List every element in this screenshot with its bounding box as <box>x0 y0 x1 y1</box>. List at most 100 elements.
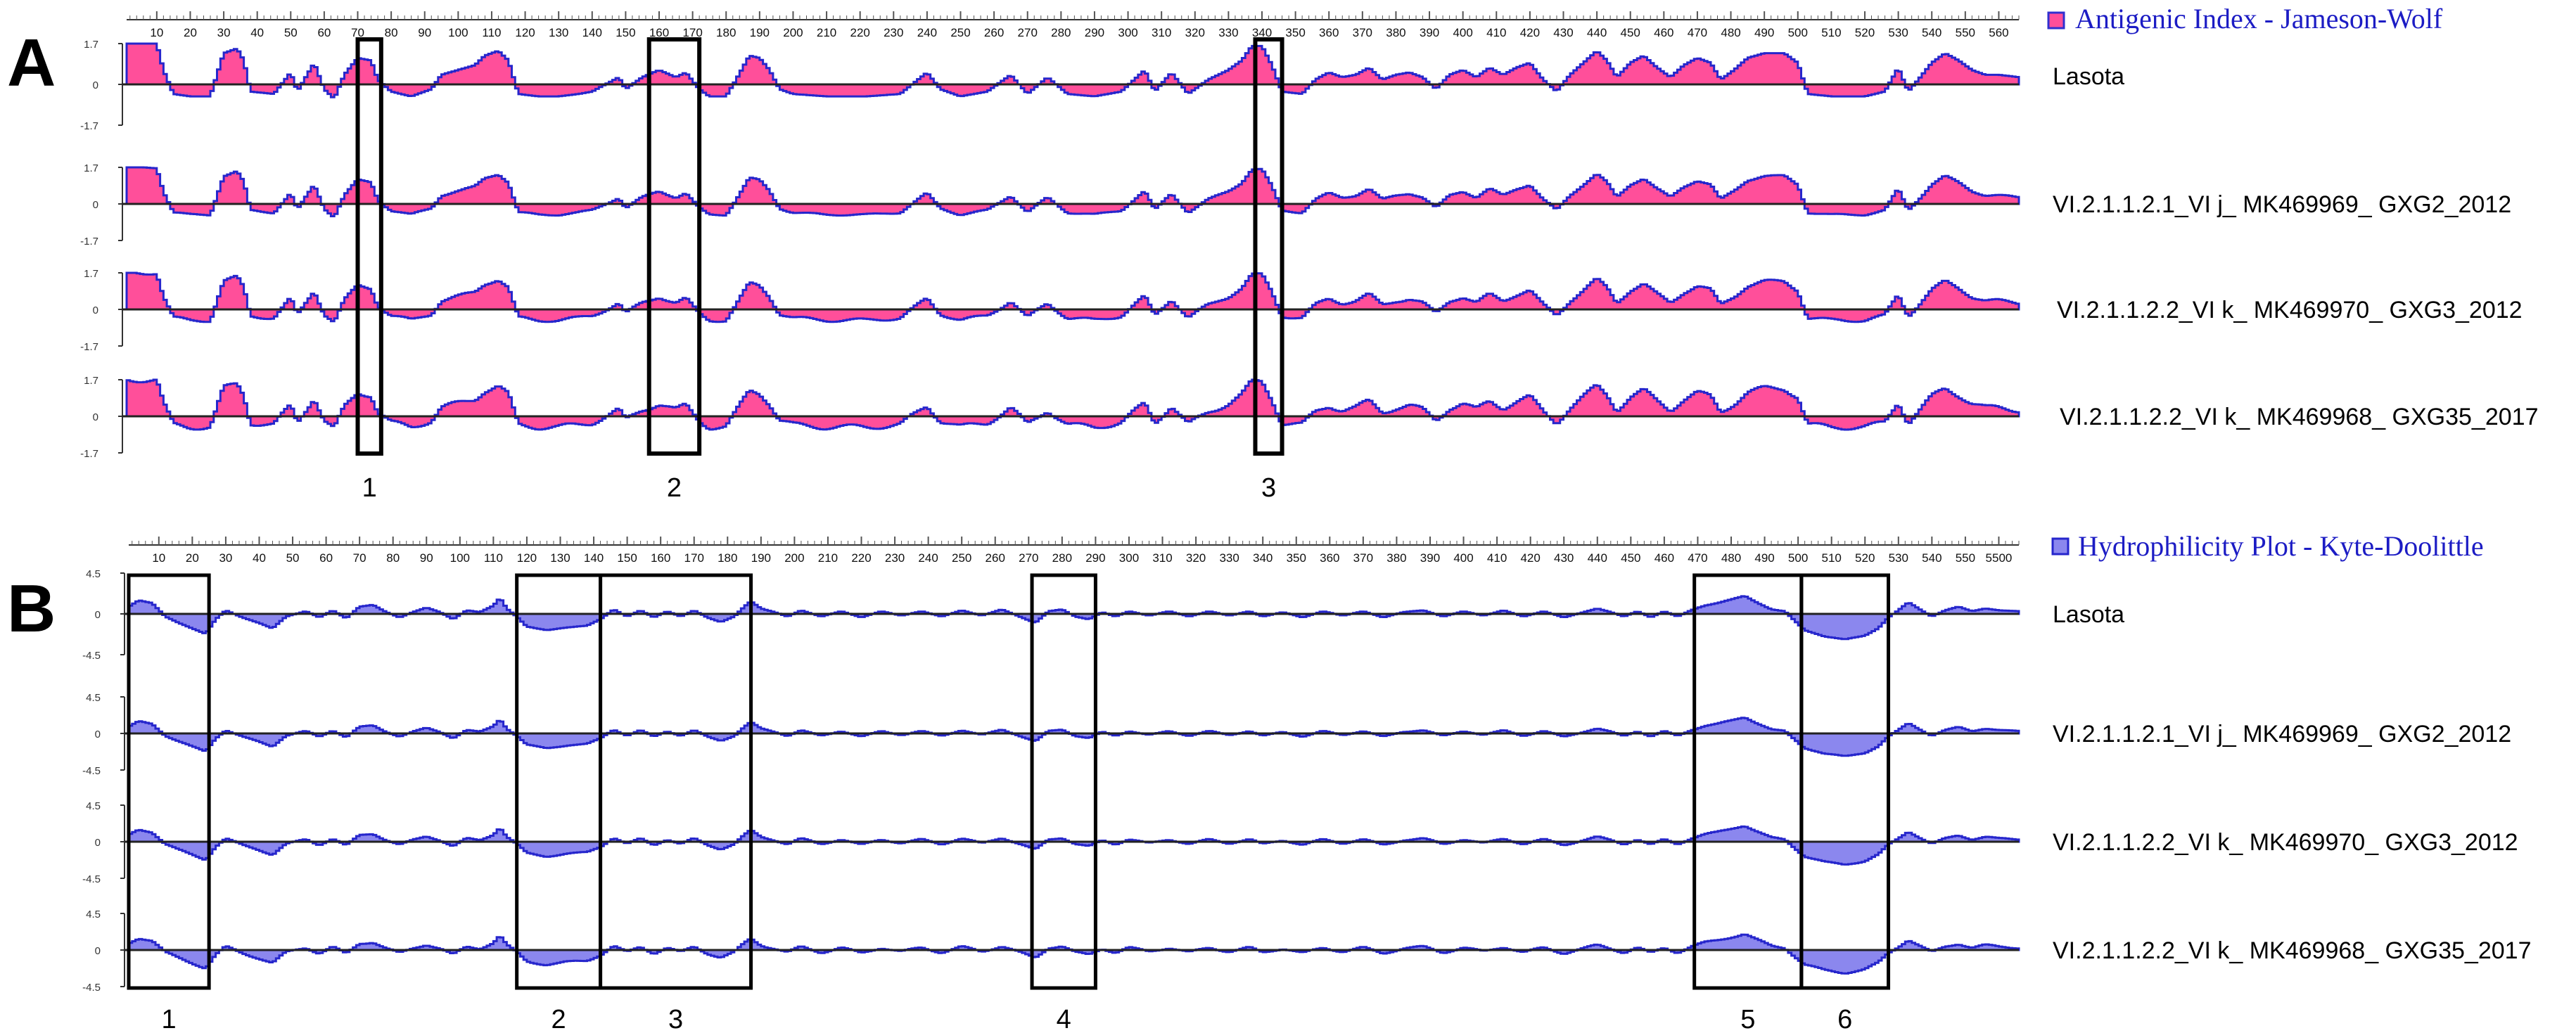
x-tick-label: 120 <box>515 26 535 39</box>
x-tick-label: 170 <box>684 551 704 565</box>
x-tick-label: 30 <box>219 551 232 565</box>
track-3: 4.5 0 -4.5 VI.2.1.1.2.2_VI k_ MK469970_ GXG… <box>82 800 2518 885</box>
x-tick-label: 280 <box>1052 551 1072 565</box>
x-tick-label: 230 <box>884 26 903 39</box>
y-tick-label: -1.7 <box>80 236 98 248</box>
x-tick-label: 530 <box>1888 26 1908 39</box>
series-label: VI.2.1.1.2.2_VI k_ MK469968_ GXG35_2017 <box>2053 937 2531 964</box>
y-tick-label: 0 <box>93 304 98 316</box>
x-tick-label: 490 <box>1754 551 1774 565</box>
x-tick-label: 160 <box>649 26 669 39</box>
track-1: 1.7 0 -1.7 Lasota <box>80 39 2124 132</box>
y-tick-label: 1.7 <box>84 162 98 174</box>
x-tick-label: 150 <box>617 551 637 565</box>
x-tick-label: 450 <box>1621 26 1640 39</box>
x-tick-label: 160 <box>651 551 670 565</box>
x-tick-label: 410 <box>1486 26 1506 39</box>
x-tick-label: 40 <box>250 26 264 39</box>
y-tick-label: -1.7 <box>80 341 98 353</box>
x-tick-label: 200 <box>783 26 803 39</box>
x-tick-label: 110 <box>482 26 501 39</box>
x-tick-label: 270 <box>1019 551 1038 565</box>
x-tick-label: 520 <box>1855 26 1875 39</box>
x-tick-label: 300 <box>1119 551 1139 565</box>
y-tick-label: 4.5 <box>86 909 101 920</box>
x-tick-label: 10 <box>150 26 163 39</box>
x-tick-label: 360 <box>1319 26 1339 39</box>
profile-area <box>125 42 2020 98</box>
x-tick-label: 310 <box>1152 551 1172 565</box>
x-tick-label: 490 <box>1754 26 1774 39</box>
x-tick-label: 240 <box>918 551 938 565</box>
y-tick-label: -4.5 <box>82 650 101 662</box>
x-tick-label: 460 <box>1654 26 1673 39</box>
x-tick-label: 150 <box>616 26 635 39</box>
series-label: VI.2.1.1.2.1_VI j_ MK469969_ GXG2_2012 <box>2053 721 2511 748</box>
x-tick-label: 50 <box>286 551 300 565</box>
legend-title-a: Antigenic Index - Jameson-Wolf <box>2075 3 2443 34</box>
track-4: 4.5 0 -4.5 VI.2.1.1.2.2_VI k_ MK469968_ GXG… <box>82 909 2531 994</box>
x-tick-label: 260 <box>986 551 1005 565</box>
series-label: VI.2.1.1.2.2_VI k_ MK469970_ GXG3_2012 <box>2057 297 2523 323</box>
x-tick-label: 380 <box>1386 551 1406 565</box>
x-tick-label: 470 <box>1688 26 1707 39</box>
profile-area <box>127 717 2020 757</box>
panel-a-tracks: 1.7 0 -1.7 Lasota 1.7 0 -1.7 VI.2.1.1.2.1_VI j_… <box>80 39 2538 460</box>
highlight-box-label: 6 <box>1837 1005 1852 1033</box>
x-tick-label: 350 <box>1287 551 1306 565</box>
x-tick-label: 250 <box>952 551 971 565</box>
y-tick-label: 1.7 <box>84 375 98 387</box>
series-label: Lasota <box>2053 601 2124 628</box>
legend-panel-a: Antigenic Index - Jameson-Wolf <box>2047 3 2443 34</box>
x-tick-label: 70 <box>351 26 364 39</box>
x-tick-label: 80 <box>385 26 398 39</box>
x-tick-label: 340 <box>1252 26 1272 39</box>
profile-area <box>127 933 2020 975</box>
x-tick-label: 320 <box>1186 551 1206 565</box>
series-label: VI.2.1.1.2.1_VI j_ MK469969_ GXG2_2012 <box>2053 191 2511 218</box>
x-tick-label: 480 <box>1721 551 1741 565</box>
profile-area <box>127 595 2020 641</box>
highlight-box-label: 3 <box>668 1005 683 1033</box>
x-tick-label: 10 <box>152 551 165 565</box>
y-tick-label: -1.7 <box>80 448 98 460</box>
y-tick-label: -4.5 <box>82 873 101 885</box>
legend-swatch-b <box>2051 537 2070 556</box>
x-tick-label: 260 <box>984 26 1004 39</box>
x-tick-label: 470 <box>1688 551 1707 565</box>
x-tick-label: 420 <box>1520 551 1540 565</box>
x-tick-label: 410 <box>1487 551 1507 565</box>
x-tick-label: 540 <box>1922 551 1941 565</box>
x-tick-label: 240 <box>917 26 937 39</box>
panel-letter-b: B <box>7 571 56 646</box>
series-label: Lasota <box>2053 63 2124 90</box>
x-tick-label: 220 <box>851 551 871 565</box>
x-tick-label: 400 <box>1453 26 1472 39</box>
highlight-box <box>1030 573 1097 990</box>
x-tick-label: 480 <box>1721 26 1740 39</box>
profile-area <box>125 271 2020 323</box>
x-tick-label: 330 <box>1218 26 1238 39</box>
track-2: 4.5 0 -4.5 VI.2.1.1.2.1_VI j_ MK469969_ GXG… <box>82 692 2511 777</box>
x-tick-label: 540 <box>1922 26 1941 39</box>
x-tick-label: 430 <box>1554 551 1574 565</box>
y-tick-label: 0 <box>93 411 98 423</box>
x-tick-label: 370 <box>1353 26 1372 39</box>
y-tick-label: 1.7 <box>84 268 98 280</box>
panel-b-plot: 10 20 30 40 50 60 70 80 90 100 110 120 130 140 150 160 1… <box>82 537 2531 1033</box>
x-tick-label: 330 <box>1219 551 1239 565</box>
x-tick-label: 140 <box>584 551 604 565</box>
panel-a-boxes: 1 2 3 <box>355 37 1284 503</box>
profile-area <box>125 166 2020 217</box>
x-tick-label: 130 <box>549 26 568 39</box>
x-tick-label: 220 <box>850 26 869 39</box>
y-tick-label: -4.5 <box>82 982 101 994</box>
x-tick-label: 140 <box>582 26 602 39</box>
x-tick-label: 350 <box>1285 26 1305 39</box>
track-4: 1.7 0 -1.7 VI.2.1.1.2.2_VI k_ MK469968_ GXG… <box>80 375 2538 460</box>
panel-a-plot: 10 20 30 40 50 60 70 80 90 100 110 120 130 140 150 160 1… <box>80 11 2538 503</box>
x-tick-label: 180 <box>718 551 737 565</box>
legend-swatch-a <box>2047 11 2065 30</box>
x-tick-label: 550 <box>1956 551 1975 565</box>
